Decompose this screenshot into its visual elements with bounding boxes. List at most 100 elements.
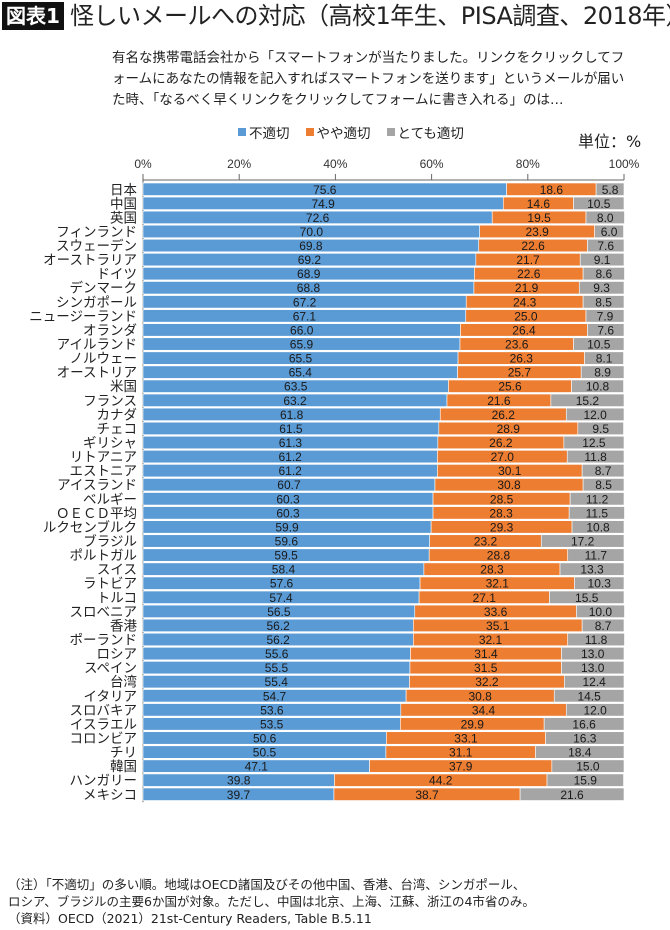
category-label: デンマーク [70, 280, 138, 296]
data-label: 28.3 [489, 506, 513, 520]
x-tick-label: 0% [134, 157, 152, 171]
data-label: 69.2 [298, 253, 322, 267]
data-label: 14.5 [577, 689, 601, 703]
category-label: ルクセンブルク [43, 519, 137, 535]
notes: （注）「不適切」の多い順。地域はOECD諸国及びその他中国、香港、台湾、シンガポ… [8, 876, 535, 927]
data-label: 61.2 [279, 464, 303, 478]
data-label: 61.2 [279, 450, 303, 464]
category-label: 中国 [110, 196, 137, 211]
category-label: オーストリア [57, 365, 137, 380]
data-label: 10.8 [586, 380, 610, 394]
data-label: 8.9 [594, 366, 611, 380]
data-label: 38.7 [415, 788, 439, 802]
data-label: 58.4 [272, 563, 296, 577]
data-label: 22.6 [517, 267, 541, 281]
bar-segment-very-appropriate [540, 534, 625, 548]
category-label: ポルトガル [70, 548, 138, 563]
category-label: イタリア [84, 689, 137, 704]
data-label: 34.4 [472, 703, 496, 717]
data-label: 37.9 [449, 760, 473, 774]
bar-segment-very-appropriate [577, 421, 624, 435]
category-label: カナダ [97, 407, 138, 422]
data-label: 9.3 [593, 281, 610, 295]
data-label: 9.1 [594, 253, 611, 267]
category-label: シンガポール [56, 295, 137, 310]
data-label: 12.5 [582, 436, 606, 450]
data-label: 55.6 [265, 647, 289, 661]
data-label: 21.6 [487, 394, 511, 408]
data-label: 55.4 [265, 675, 289, 689]
bar-segment-very-appropriate [545, 731, 625, 745]
category-label: スロバキア [70, 703, 138, 718]
note-line: ロシア、ブラジルの主要6か国が対象。ただし、中国は北京、上海、江蘇、浙江の4市省… [8, 894, 535, 909]
data-label: 65.9 [290, 338, 314, 352]
data-label: 24.3 [513, 295, 537, 309]
data-label: 27.1 [473, 591, 497, 605]
category-label: 韓国 [110, 759, 137, 774]
data-label: 26.2 [489, 436, 513, 450]
data-label: 25.7 [508, 366, 532, 380]
data-label: 17.2 [571, 535, 595, 549]
data-label: 13.0 [581, 661, 605, 675]
category-label: チリ [110, 745, 137, 760]
data-label: 23.6 [505, 338, 529, 352]
category-label: ドイツ [97, 267, 138, 282]
data-label: 19.5 [527, 211, 551, 225]
data-label: 13.3 [580, 563, 604, 577]
data-label: 26.2 [492, 408, 516, 422]
data-label: 32.1 [486, 577, 510, 591]
bar-segment-very-appropriate [567, 548, 625, 562]
bar-segment-very-appropriate [587, 238, 625, 253]
bar-segment-very-appropriate [519, 787, 625, 801]
bar-segment-very-appropriate [535, 745, 625, 759]
data-label: 54.7 [263, 689, 287, 703]
data-label: 10.3 [588, 577, 612, 591]
data-label: 39.7 [227, 788, 251, 802]
data-label: 16.6 [572, 717, 596, 731]
data-label: 74.9 [311, 197, 335, 211]
data-label: 35.1 [486, 619, 510, 633]
bar-segment-very-appropriate [576, 604, 625, 618]
data-label: 15.9 [574, 774, 598, 788]
data-label: 12.4 [582, 675, 606, 689]
data-label: 12.0 [583, 703, 607, 717]
legend-swatch-gray [386, 128, 395, 136]
bar-segment-very-appropriate [550, 393, 625, 407]
data-label: 32.1 [479, 633, 503, 647]
category-label: スペイン [84, 661, 137, 676]
data-label: 61.5 [279, 422, 303, 436]
category-label: 米国 [110, 379, 137, 394]
data-label: 25.6 [498, 380, 522, 394]
legend-label: 不適切 [249, 126, 290, 142]
data-label: 56.2 [266, 619, 290, 633]
bar-segment-very-appropriate [566, 450, 625, 464]
bar-segment-very-appropriate [567, 632, 625, 647]
x-tick-label: 100% [609, 157, 640, 171]
category-label: オランダ [83, 323, 137, 338]
data-label: 11.8 [585, 633, 608, 647]
data-label: 68.9 [297, 267, 321, 281]
note-line: （注）「不適切」の多い順。地域はOECD諸国及びその他中国、香港、台湾、シンガポ… [8, 877, 526, 892]
category-label: ハンガリー [70, 773, 138, 788]
data-label: 30.8 [469, 689, 493, 703]
data-label: 26.3 [510, 352, 534, 366]
data-label: 28.5 [490, 492, 514, 506]
data-label: 16.3 [573, 731, 597, 745]
data-label: 8.6 [595, 267, 612, 281]
bar-segment-very-appropriate [559, 562, 625, 576]
data-label: 67.1 [293, 309, 317, 323]
bar-segment-very-appropriate [543, 717, 625, 731]
bar-segment-very-appropriate [564, 675, 625, 689]
data-label: 26.4 [512, 323, 536, 337]
stacked-bar-chart: 0% 20% 40% 60% 80% 100% 日本 75.6 18.6 5.8 中国 74.9 14.… [29, 157, 640, 802]
data-label: 11.5 [586, 506, 609, 520]
data-label: 59.5 [274, 549, 298, 563]
category-label: 日本 [110, 182, 137, 197]
category-label: アイルランド [57, 337, 137, 352]
data-label: 31.5 [474, 661, 498, 675]
data-label: 56.5 [267, 605, 291, 619]
data-label: 18.6 [540, 183, 564, 197]
category-label: ベルギー [83, 492, 137, 507]
bar-segment-very-appropriate [553, 689, 625, 703]
